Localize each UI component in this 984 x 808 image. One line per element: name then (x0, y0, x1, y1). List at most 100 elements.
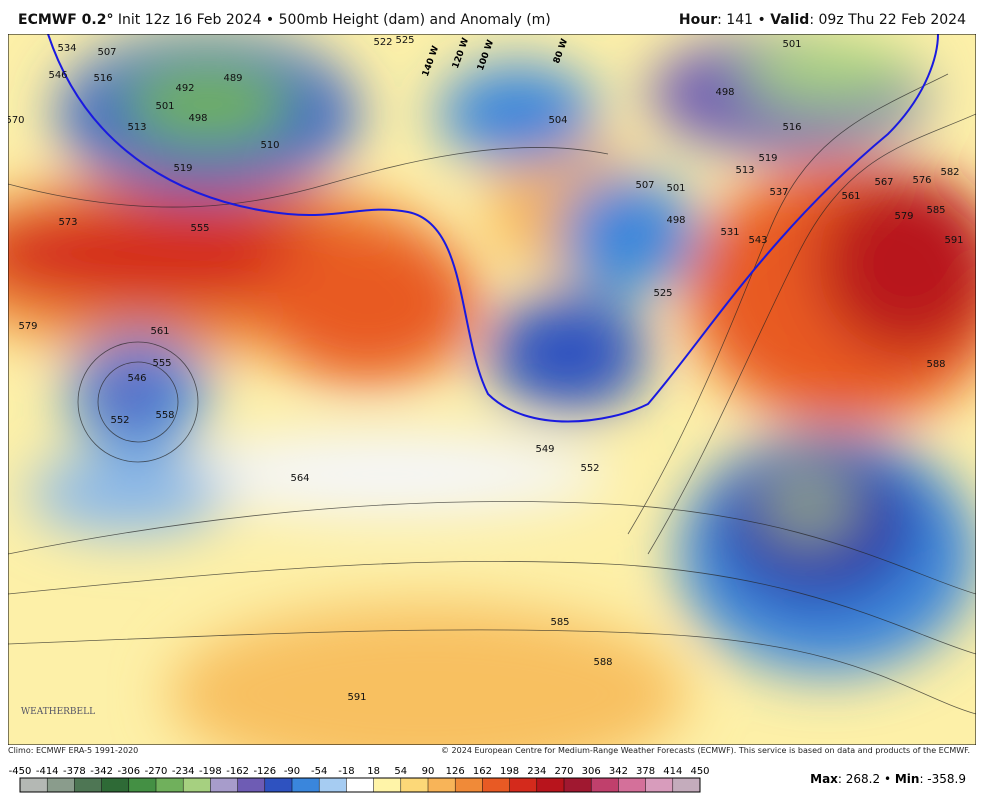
colorbar: -450 -414 -378 -342 -306 -270 -234 -198 -162 -126… (9, 766, 710, 793)
colorbar-label: 414 (663, 766, 682, 777)
colorbar-segment (591, 778, 619, 792)
colorbar-segment (156, 778, 184, 792)
colorbar-segment (346, 778, 374, 792)
contour-label: 519 (758, 153, 777, 164)
contour-label: 531 (720, 227, 739, 238)
colorbar-label: -126 (253, 766, 276, 777)
colorbar-label: 270 (554, 766, 573, 777)
contour-label: 498 (188, 113, 207, 124)
contour-label: 567 (874, 177, 893, 188)
colorbar-label: 126 (446, 766, 465, 777)
anomaly-field (8, 34, 976, 745)
colorbar-segment (292, 778, 320, 792)
colorbar-label: -90 (284, 766, 300, 777)
colorbar-label: -342 (90, 766, 113, 777)
colorbar-segment (128, 778, 156, 792)
colorbar-segment (264, 778, 292, 792)
contour-label: 585 (550, 617, 569, 628)
colorbar-label: -18 (338, 766, 354, 777)
colorbar-segment (482, 778, 510, 792)
contour-label: 507 (97, 47, 116, 58)
contour-label: 513 (735, 165, 754, 176)
colorbar-segment (210, 778, 238, 792)
colorbar-label: 90 (422, 766, 435, 777)
contour-label: 543 (748, 235, 767, 246)
max-label: Max (810, 772, 838, 786)
contour-label: 555 (152, 358, 171, 369)
contour-label: 555 (190, 223, 209, 234)
max-min: Max: 268.2 • Min: -358.9 (810, 772, 966, 786)
colorbar-segment (373, 778, 401, 792)
colorbar-segment (101, 778, 129, 792)
colorbar-segment (237, 778, 265, 792)
contour-label: 501 (155, 101, 174, 112)
contour-label: 558 (155, 410, 174, 421)
contour-label: 579 (894, 211, 913, 222)
contour-label: 516 (93, 73, 112, 84)
contour-label: 537 (769, 187, 788, 198)
contour-label: 582 (940, 167, 959, 178)
max: : 268.2 • (837, 772, 895, 786)
map: 534 546 570 573 579 507 516 492 489 501 498 513 519 5… (8, 34, 976, 745)
contour-label: 561 (841, 191, 860, 202)
colorbar-label: -54 (311, 766, 327, 777)
contour-label: 552 (580, 463, 599, 474)
header-info: Init 12z 16 Feb 2024 • 500mb Height (dam… (117, 12, 551, 28)
colorbar-label: 342 (609, 766, 628, 777)
colorbar-label: -306 (117, 766, 140, 777)
contour-label: 546 (48, 70, 67, 81)
climo: Climo: ECMWF ERA-5 1991-2020 (8, 746, 139, 755)
colorbar-label: 54 (394, 766, 407, 777)
contour-label: 534 (57, 43, 76, 54)
colorbar-label: 450 (690, 766, 709, 777)
contour-label: 492 (175, 83, 194, 94)
colorbar-label: -414 (36, 766, 59, 777)
contour-label: 507 (635, 180, 654, 191)
header-right: Hour: 141 • Valid: 09z Thu 22 Feb 2024 (679, 12, 966, 28)
contour-label: 501 (782, 39, 801, 50)
colorbar-segment (319, 778, 347, 792)
valid: : 09z Thu 22 Feb 2024 (809, 12, 966, 28)
contour-label: 498 (666, 215, 685, 226)
contour-label: 525 (653, 288, 672, 299)
colorbar-segment (455, 778, 483, 792)
colorbar-segment (672, 778, 700, 792)
colorbar-segment (618, 778, 646, 792)
hour: : 141 • (717, 12, 771, 28)
contour-label: 546 (127, 373, 146, 384)
contour-label: 591 (944, 235, 963, 246)
contour-label: 522 (373, 37, 392, 48)
contour-label: 588 (593, 657, 612, 668)
colorbar-segment (536, 778, 564, 792)
contour-label: 498 (715, 87, 734, 98)
colorbar-label: -270 (145, 766, 168, 777)
valid-label: Valid (770, 12, 810, 28)
min-label: Min (894, 772, 920, 786)
colorbar-segment (47, 778, 75, 792)
colorbar-label: -234 (172, 766, 195, 777)
contour-label: 501 (666, 183, 685, 194)
copyright: © 2024 European Centre for Medium-Range … (441, 746, 970, 755)
contour-label: 510 (260, 140, 279, 151)
colorbar-label: 234 (527, 766, 546, 777)
colorbar-label: 18 (367, 766, 380, 777)
colorbar-segment (74, 778, 102, 792)
contour-label: 504 (548, 115, 567, 126)
colorbar-label: -162 (226, 766, 249, 777)
colorbar-label: -198 (199, 766, 222, 777)
contour-label: 561 (150, 326, 169, 337)
contour-label: 525 (395, 35, 414, 46)
colorbar-label: -450 (9, 766, 32, 777)
contour-label: 576 (912, 175, 931, 186)
contour-label: 591 (347, 692, 366, 703)
min: : -358.9 (919, 772, 966, 786)
contour-label: 549 (535, 444, 554, 455)
colorbar-segment (20, 778, 48, 792)
colorbar-label: 162 (473, 766, 492, 777)
colorbar-label: 378 (636, 766, 655, 777)
contour-label: 573 (58, 217, 77, 228)
contour-label: 513 (127, 122, 146, 133)
contour-label: 552 (110, 415, 129, 426)
header-left: ECMWF 0.2° Init 12z 16 Feb 2024 • 500mb … (18, 12, 551, 28)
colorbar-label: 306 (582, 766, 601, 777)
